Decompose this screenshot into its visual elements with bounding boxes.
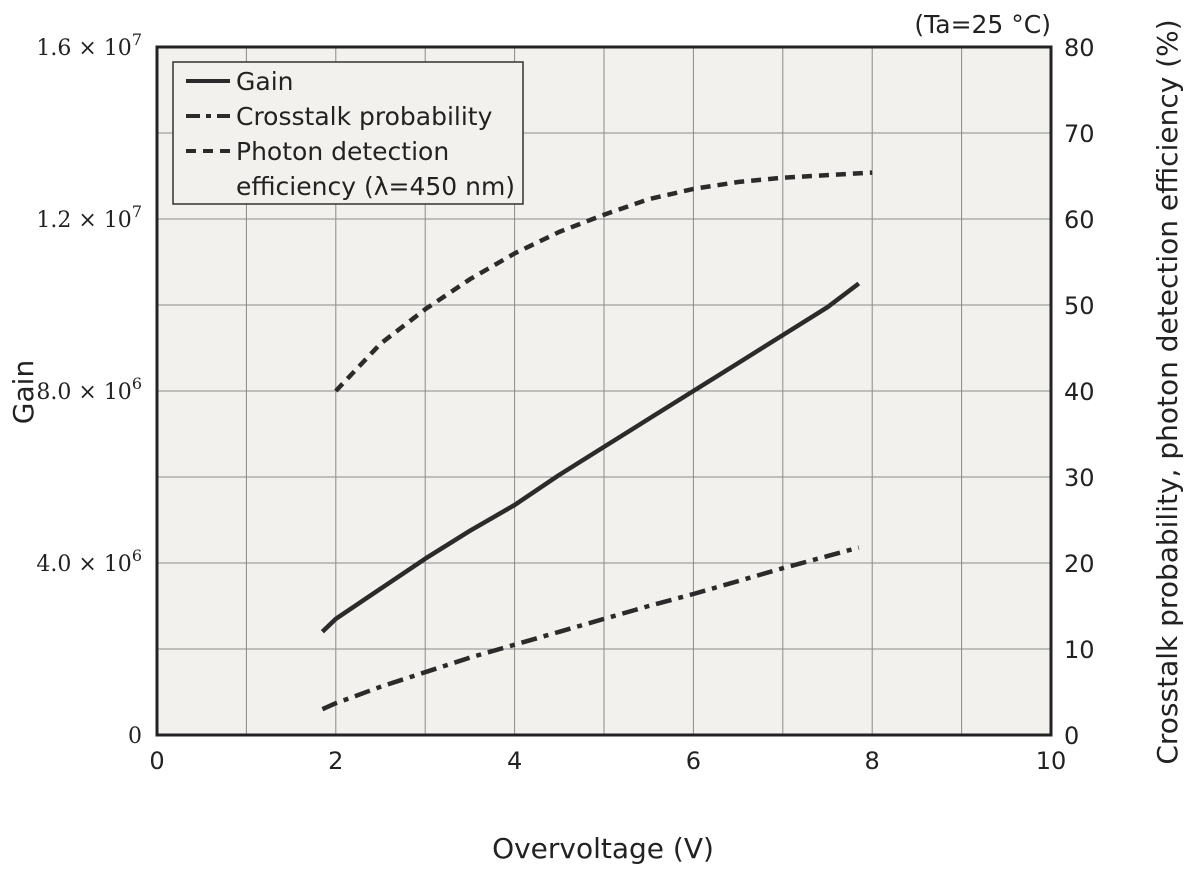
left-axis-title: Gain <box>7 360 40 424</box>
right-tick-label: 10 <box>1064 636 1095 664</box>
left-tick-label: 0 <box>128 724 142 749</box>
legend-label-pde-line2: efficiency (λ=450 nm) <box>236 172 515 201</box>
x-tick-label: 4 <box>507 747 522 775</box>
left-tick-label: 1.2 × 107 <box>36 202 142 233</box>
series-line-crosstalk <box>321 545 860 712</box>
legend-label-gain: Gain <box>236 67 293 96</box>
left-tick-label: 1.6 × 107 <box>36 30 142 61</box>
right-tick-label: 80 <box>1064 34 1095 62</box>
right-tick-label: 40 <box>1064 378 1095 406</box>
x-tick-label: 10 <box>1036 747 1067 775</box>
legend-label-crosstalk: Crosstalk probability <box>236 102 493 131</box>
right-tick-label: 30 <box>1064 464 1095 492</box>
x-tick-label: 0 <box>149 747 164 775</box>
series-line-pde <box>334 170 873 393</box>
right-tick-label: 60 <box>1064 206 1095 234</box>
series-line-gain <box>320 281 861 634</box>
left-tick-label: 8.0 × 106 <box>36 374 142 405</box>
x-tick-label: 6 <box>686 747 701 775</box>
condition-note: (Ta=25 °C) <box>914 10 1051 39</box>
right-axis-title: Crosstalk probability, photon detection … <box>1151 19 1184 764</box>
right-tick-label: 20 <box>1064 550 1095 578</box>
x-tick-label: 8 <box>865 747 880 775</box>
x-tick-label: 2 <box>328 747 343 775</box>
plot-frame <box>155 45 1053 737</box>
legend-label-pde-line1: Photon detection <box>236 137 449 166</box>
left-tick-label: 4.0 × 106 <box>36 546 142 577</box>
x-axis-title: Overvoltage (V) <box>492 832 714 865</box>
legend-box <box>172 61 524 205</box>
legend: Gain Crosstalk probability Photon detect… <box>172 61 524 205</box>
right-tick-label: 50 <box>1064 292 1095 320</box>
right-tick-label: 0 <box>1064 722 1079 750</box>
right-tick-label: 70 <box>1064 120 1095 148</box>
